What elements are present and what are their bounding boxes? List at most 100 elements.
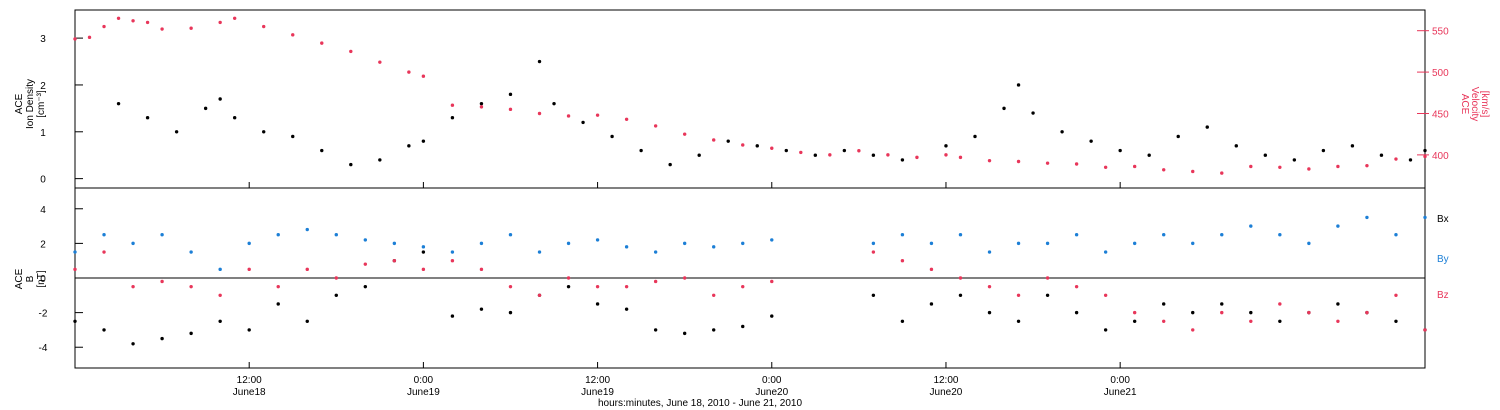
field-Bz-point bbox=[958, 276, 963, 280]
bottom-left-tick-label: -2 bbox=[39, 309, 48, 320]
field-Bx-point bbox=[624, 307, 629, 311]
density-0-point bbox=[378, 158, 382, 162]
bottom-left-tick-label: -4 bbox=[39, 343, 48, 354]
density-0-point bbox=[784, 148, 788, 153]
field-By-point bbox=[958, 233, 963, 237]
field-Bx-point bbox=[595, 302, 600, 306]
velocity-0-point bbox=[987, 158, 992, 163]
density-0-point bbox=[726, 139, 730, 143]
velocity-0-point bbox=[958, 155, 963, 160]
field-By-point bbox=[987, 250, 992, 254]
field-Bz-point bbox=[102, 250, 106, 254]
density-0-point bbox=[973, 134, 977, 139]
field-Bz-point bbox=[566, 276, 571, 280]
field-By-point bbox=[929, 241, 934, 246]
top-right-axis-label-line3: [km/s] bbox=[1479, 91, 1490, 118]
field-Bx-point bbox=[1278, 319, 1282, 323]
density-0-point bbox=[639, 148, 643, 153]
velocity-0-point bbox=[145, 20, 150, 25]
velocity-0-point bbox=[189, 26, 193, 30]
density-0-point bbox=[262, 130, 266, 134]
field-Bx-point bbox=[871, 293, 876, 298]
field-Bz-point bbox=[1191, 328, 1195, 332]
field-Bz-point bbox=[160, 279, 164, 284]
field-By-point bbox=[189, 250, 193, 254]
density-0-point bbox=[291, 134, 295, 139]
top-left-axis-label-line1: ACE bbox=[14, 93, 25, 114]
field-Bz-point bbox=[741, 284, 745, 289]
x-tick-label: 0:00 bbox=[762, 375, 782, 386]
field-By-point bbox=[653, 250, 658, 254]
x-axis-title: hours:minutes, June 18, 2010 - June 21, … bbox=[598, 398, 802, 409]
x-tick-sublabel: June19 bbox=[407, 387, 440, 398]
field-By-point bbox=[450, 250, 455, 254]
field-By-point bbox=[682, 241, 687, 246]
top-panel-frame bbox=[74, 9, 1426, 189]
field-Bx-point bbox=[508, 310, 513, 315]
velocity-0-point bbox=[378, 60, 382, 64]
field-Bx-point bbox=[900, 319, 905, 323]
field-By-point bbox=[1278, 233, 1282, 237]
bottom-axis-label: ACE B [nT] bbox=[14, 268, 47, 289]
velocity-0-point bbox=[857, 149, 861, 153]
density-0-point bbox=[1423, 148, 1427, 153]
field-Bx-point bbox=[958, 293, 963, 298]
field-Bz-point bbox=[770, 279, 774, 284]
field-Bz-point bbox=[479, 267, 484, 272]
velocity-0-point bbox=[508, 107, 513, 112]
field-Bz-point bbox=[712, 293, 716, 298]
velocity-0-point bbox=[886, 153, 890, 157]
x-tick-label: 12:00 bbox=[237, 375, 262, 386]
velocity-0-point bbox=[73, 37, 77, 41]
field-Bx-point bbox=[334, 293, 338, 298]
x-tick-label: 0:00 bbox=[1110, 375, 1130, 386]
field-By-point bbox=[479, 241, 484, 246]
field-Bx-point bbox=[741, 324, 745, 329]
density-0-point bbox=[450, 116, 455, 120]
velocity-0-point bbox=[915, 155, 919, 160]
velocity-0-point bbox=[682, 132, 687, 136]
velocity-0-point bbox=[1423, 154, 1427, 159]
velocity-0-point bbox=[232, 16, 237, 20]
density-0-point bbox=[320, 148, 324, 153]
density-0-point bbox=[1016, 83, 1021, 87]
field-By-point bbox=[770, 238, 774, 242]
top-left-axis-label-line2: Ion Density bbox=[25, 79, 36, 129]
density-0-point bbox=[174, 130, 179, 134]
field-Bz-point bbox=[1045, 276, 1050, 280]
legend-By: By bbox=[1437, 254, 1449, 265]
top-left-axis-label-line3: [cm⁻³] bbox=[36, 90, 47, 118]
top-right-axis-label-line1: ACE bbox=[1459, 94, 1470, 115]
density-0-point bbox=[1408, 158, 1413, 162]
velocity-0-point bbox=[624, 117, 629, 121]
density-0-point bbox=[537, 59, 542, 64]
density-0-point bbox=[232, 116, 237, 120]
velocity-0-point bbox=[799, 150, 803, 155]
field-Bz-point bbox=[1249, 319, 1253, 323]
density-0-point bbox=[900, 158, 905, 162]
field-Bz-point bbox=[1162, 319, 1166, 323]
field-By-point bbox=[741, 241, 745, 246]
density-0-point bbox=[1147, 153, 1151, 157]
field-By-point bbox=[1423, 215, 1427, 220]
density-0-point bbox=[349, 162, 353, 167]
field-Bz-point bbox=[1132, 310, 1137, 315]
field-Bz-point bbox=[537, 293, 542, 298]
velocity-0-point bbox=[595, 113, 600, 117]
field-By-point bbox=[595, 238, 600, 242]
field-Bz-point bbox=[1336, 319, 1340, 323]
density-0-point bbox=[203, 106, 208, 111]
density-0-point bbox=[1350, 144, 1355, 148]
field-Bx-point bbox=[770, 314, 774, 318]
field-By-point bbox=[1191, 241, 1195, 246]
velocity-0-point bbox=[1394, 157, 1398, 161]
density-0-point bbox=[1002, 106, 1006, 111]
field-By-point bbox=[508, 233, 513, 237]
field-Bx-point bbox=[1016, 319, 1021, 323]
top-left-axis-label: ACE Ion Density [cm⁻³] bbox=[14, 79, 47, 129]
field-Bz-point bbox=[682, 276, 687, 280]
velocity-0-point bbox=[1249, 164, 1253, 169]
field-Bz-point bbox=[131, 284, 135, 289]
field-Bx-point bbox=[653, 328, 658, 332]
field-Bx-point bbox=[682, 331, 687, 336]
